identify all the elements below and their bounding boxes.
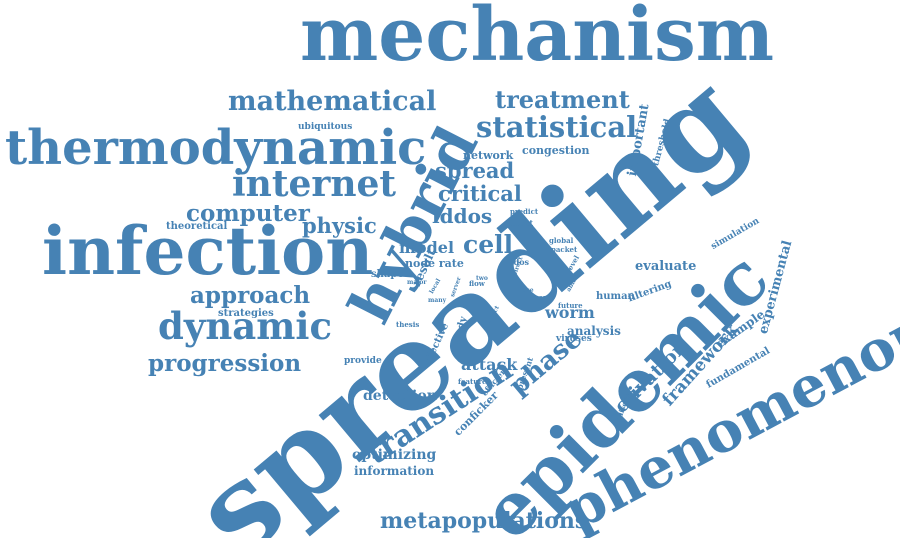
word-metapopulations: metapopulations <box>380 508 588 534</box>
word-cell: cell <box>463 230 514 259</box>
word-ddos: ddos <box>508 257 530 267</box>
word-flow: flow <box>469 279 485 288</box>
word-thermodynamic: thermodynamic <box>5 120 427 176</box>
word-infection: infection <box>42 212 374 290</box>
word-provide: provide <box>344 356 382 366</box>
word-node-rate: node rate <box>405 257 464 270</box>
word-shape: shape <box>371 269 404 280</box>
word-global: global <box>549 236 574 245</box>
word-critical: critical <box>438 181 522 206</box>
word-mechanism: mechanism <box>300 0 775 78</box>
word-detect: detect <box>505 218 534 228</box>
word-use: use <box>522 287 534 294</box>
word-congestion: congestion <box>522 144 590 157</box>
word-network: network <box>463 149 514 162</box>
word-physic: physic <box>302 213 377 238</box>
word-attack: attack <box>461 355 518 374</box>
word-evaluate: evaluate <box>635 259 697 274</box>
word-internet: internet <box>232 163 397 205</box>
word-information: information <box>354 464 435 478</box>
word-model: model <box>399 238 455 257</box>
word-ubiquitous: ubiquitous <box>298 122 353 132</box>
word-two: two <box>476 275 488 282</box>
word-strategies: strategies <box>218 308 274 319</box>
word-packet: packet <box>551 245 578 254</box>
word-worm: worm <box>545 303 595 322</box>
word-theoretical: theoretical <box>166 221 228 232</box>
word-treatment: treatment <box>495 85 630 114</box>
word-approach: approach <box>190 282 311 309</box>
word-many: many <box>428 297 447 304</box>
word-lddos: lddos <box>432 204 493 228</box>
word-major: major <box>407 279 427 286</box>
word-thesis: thesis <box>396 320 420 329</box>
word-viruses: viruses <box>556 334 592 344</box>
word-optimizing: optimizing <box>352 447 437 463</box>
word-predict: predict <box>510 207 539 216</box>
word-feature: feature <box>458 377 487 386</box>
word-statistical: statistical <box>476 110 638 144</box>
word-analysis: analysis <box>567 324 621 338</box>
word-dynamic: dynamic <box>158 304 332 348</box>
word-computer: computer <box>186 200 310 227</box>
word-human: human <box>596 291 635 302</box>
word-future: future <box>558 301 583 310</box>
word-spread: spread <box>435 158 515 183</box>
word-more: more <box>531 293 552 302</box>
word-mathematical: mathematical <box>228 86 437 117</box>
word-detection: detection <box>363 388 437 404</box>
word-progression: progression <box>148 350 302 377</box>
